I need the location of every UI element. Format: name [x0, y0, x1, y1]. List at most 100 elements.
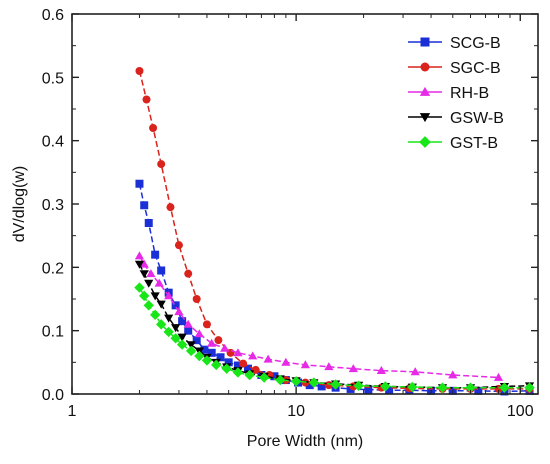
series-line-rh-b — [138, 255, 499, 379]
data-point — [192, 295, 201, 303]
data-point — [143, 300, 154, 311]
legend-label: SGC-B — [450, 60, 501, 77]
data-point — [134, 282, 145, 293]
ticks-layer: 1 10 100 0.0 0.1 0.2 0.3 0.4 0.5 0.6 — [42, 7, 538, 420]
data-point — [248, 351, 258, 360]
data-point — [171, 301, 180, 310]
data-point — [239, 359, 248, 368]
data-point — [380, 381, 391, 392]
y-tick-label: 0.6 — [42, 7, 64, 24]
legend-item: SCG-B — [408, 35, 501, 52]
data-point — [184, 269, 193, 278]
data-point — [157, 160, 166, 169]
data-point — [183, 319, 193, 328]
data-point — [192, 336, 201, 345]
data-point — [146, 269, 156, 278]
legend-marker — [419, 136, 431, 148]
data-point — [233, 348, 243, 357]
data-point — [207, 348, 216, 357]
legend-marker — [420, 62, 430, 72]
legend-label: GSW-B — [450, 110, 504, 127]
series-gst-b — [134, 282, 535, 393]
legend-label: SCG-B — [450, 35, 501, 52]
data-point — [171, 324, 181, 333]
legend: SCG-B SGC-B RH-B GSW-B GST-B — [408, 35, 504, 152]
data-point — [465, 382, 476, 393]
data-point — [437, 382, 448, 393]
data-point — [200, 345, 209, 354]
data-point — [281, 357, 291, 366]
series-line-scg-b — [138, 183, 530, 393]
data-point — [184, 326, 193, 335]
data-point — [410, 367, 420, 376]
data-point — [149, 124, 158, 132]
data-point — [300, 360, 311, 369]
data-point — [166, 203, 175, 212]
data-point — [290, 376, 302, 387]
data-point — [201, 355, 213, 366]
data-point — [174, 307, 184, 316]
series-layer — [134, 67, 535, 396]
data-point — [155, 319, 167, 330]
data-point — [216, 353, 225, 362]
data-point — [194, 329, 204, 338]
data-point — [178, 317, 187, 326]
data-point — [263, 354, 273, 363]
y-tick-label: 0.2 — [42, 260, 64, 277]
x-tick-label: 100 — [507, 403, 534, 420]
x-tick-label: 10 — [287, 403, 305, 420]
data-point — [202, 320, 211, 329]
data-point — [305, 381, 314, 390]
y-tick-label: 0.3 — [42, 197, 64, 214]
data-point — [474, 386, 483, 395]
data-point — [176, 339, 188, 350]
data-point — [224, 358, 233, 367]
series-rh-b — [134, 251, 504, 381]
data-point — [139, 259, 149, 268]
data-point — [211, 359, 222, 371]
data-point — [185, 345, 197, 357]
legend-marker — [419, 113, 431, 123]
data-point — [364, 385, 373, 394]
legend-item: GSW-B — [408, 110, 504, 127]
data-point — [186, 341, 196, 350]
data-point — [139, 290, 150, 302]
data-point — [233, 361, 242, 370]
data-point — [353, 380, 364, 391]
data-point — [156, 300, 166, 309]
data-point — [232, 367, 244, 378]
data-point — [151, 250, 160, 259]
data-point — [270, 372, 279, 381]
series-line-gsw-b — [138, 263, 530, 389]
legend-label: RH-B — [450, 85, 489, 102]
data-point — [324, 362, 334, 371]
data-point — [220, 343, 230, 352]
data-point — [493, 372, 504, 381]
y-tick-label: 0.0 — [42, 387, 64, 404]
data-point — [142, 95, 151, 104]
data-point — [135, 67, 144, 75]
series-gsw-b — [134, 260, 535, 393]
data-point — [524, 382, 535, 393]
data-point — [149, 309, 161, 321]
legend-item: SGC-B — [408, 60, 501, 77]
data-point — [376, 365, 386, 374]
data-point — [221, 363, 232, 374]
data-point — [330, 379, 341, 390]
data-point — [214, 336, 223, 345]
data-point — [134, 260, 145, 269]
data-point — [177, 333, 187, 342]
data-point — [174, 241, 183, 250]
data-point — [499, 382, 510, 393]
data-point — [140, 201, 149, 210]
legend-item: GST-B — [408, 135, 498, 152]
legend-marker — [419, 86, 431, 96]
data-point — [164, 314, 174, 323]
data-point — [448, 370, 458, 379]
data-point — [244, 364, 253, 373]
data-point — [144, 279, 154, 288]
data-point — [258, 372, 270, 383]
data-point — [317, 382, 326, 391]
y-tick-label: 0.4 — [42, 134, 64, 151]
